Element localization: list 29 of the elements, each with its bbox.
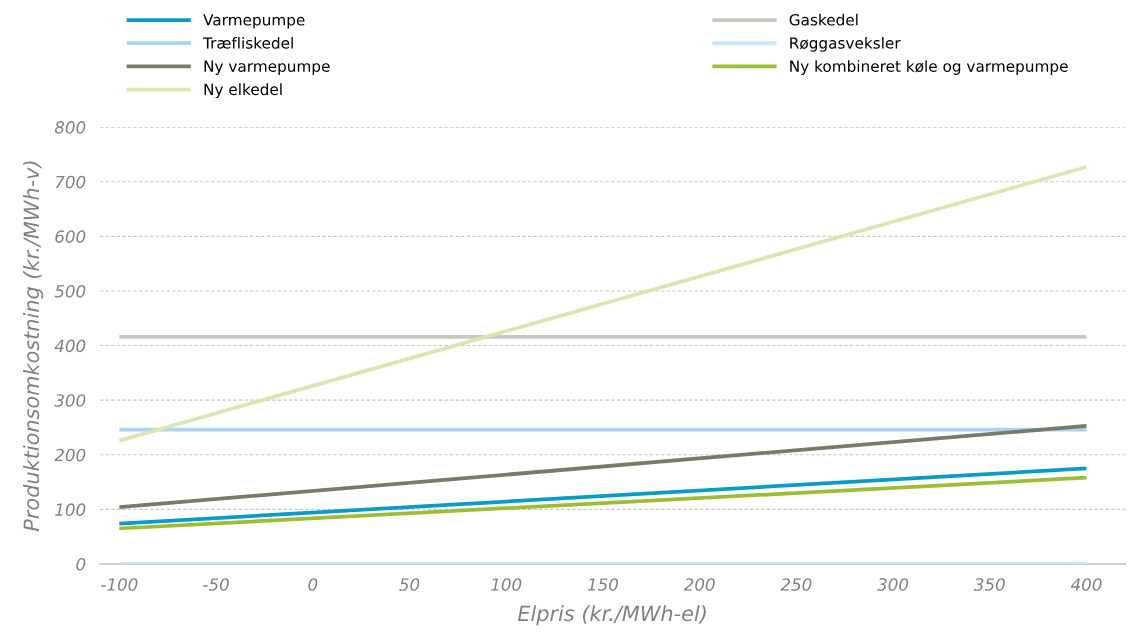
y-tick-label: 700 bbox=[55, 175, 86, 189]
y-tick-label: 600 bbox=[55, 230, 86, 243]
legend-label: Ny elkedel bbox=[204, 83, 282, 99]
x-tick-label: 100 bbox=[491, 578, 522, 591]
legend-label: Ny varmepumpe bbox=[204, 60, 330, 75]
x-tick-label: 350 bbox=[973, 578, 1005, 591]
x-tick-label: 150 bbox=[587, 578, 618, 591]
x-tick-label: 250 bbox=[780, 578, 812, 591]
y-tick-label: 0 bbox=[76, 557, 86, 571]
x-tick-label: 300 bbox=[877, 578, 909, 591]
y-tick-label: 200 bbox=[54, 448, 86, 462]
legend-label: Røggasveksler bbox=[790, 36, 901, 52]
x-tick-label: 50 bbox=[399, 578, 420, 591]
y-tick-label: 400 bbox=[54, 339, 86, 353]
x-tick-label: -50 bbox=[203, 578, 229, 591]
legend-label: Ny kombineret køle og varmepumpe bbox=[790, 60, 1068, 75]
x-axis-title: Elpris (kr./MWh-el) bbox=[517, 605, 706, 626]
x-tick-label: -100 bbox=[101, 578, 138, 591]
x-tick-label: 0 bbox=[308, 578, 318, 591]
x-tick-label: 200 bbox=[683, 578, 715, 591]
y-tick-label: 300 bbox=[54, 394, 86, 407]
legend-label: Gaskedel bbox=[789, 13, 858, 26]
y-tick-label: 800 bbox=[54, 121, 86, 134]
y-tick-label: 100 bbox=[55, 503, 86, 516]
legend-label: Varmepumpe bbox=[203, 14, 305, 29]
x-tick-label: 400 bbox=[1070, 578, 1102, 591]
y-axis-title: Produktionsomkostning (kr./MWh-v) bbox=[23, 161, 44, 532]
y-tick-label: 500 bbox=[54, 284, 86, 298]
legend-label: Træfliskedel bbox=[202, 36, 293, 49]
